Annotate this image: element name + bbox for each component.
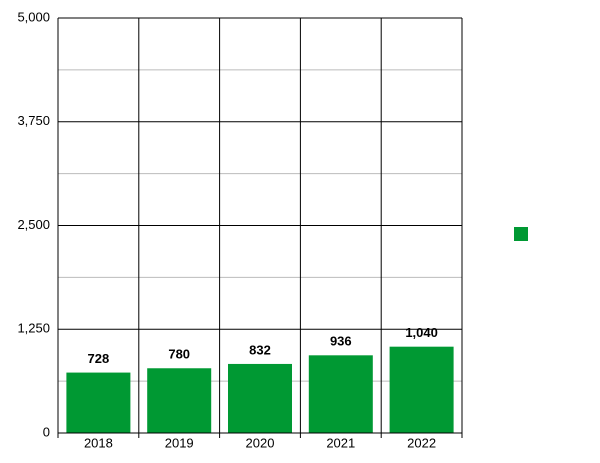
value-label: 1,040 [405,325,438,340]
y-tick-label: 5,000 [17,9,50,24]
bar [228,363,292,433]
y-tick-label: 2,500 [17,217,50,232]
bar [66,372,131,433]
value-label: 780 [168,347,190,362]
y-tick-label: 0 [43,424,50,439]
x-tick-label: 2020 [246,435,275,450]
bar [308,355,373,433]
x-tick-label: 2022 [407,435,436,450]
y-tick-label: 3,750 [17,113,50,128]
value-label: 832 [249,342,271,357]
value-label: 936 [330,334,352,349]
y-tick-label: 1,250 [17,321,50,336]
x-tick-label: 2019 [165,435,194,450]
value-label: 728 [88,351,110,366]
bar [147,368,212,433]
legend-swatch [514,227,528,241]
x-tick-label: 2018 [84,435,113,450]
bar [389,346,454,433]
x-tick-label: 2021 [326,435,355,450]
